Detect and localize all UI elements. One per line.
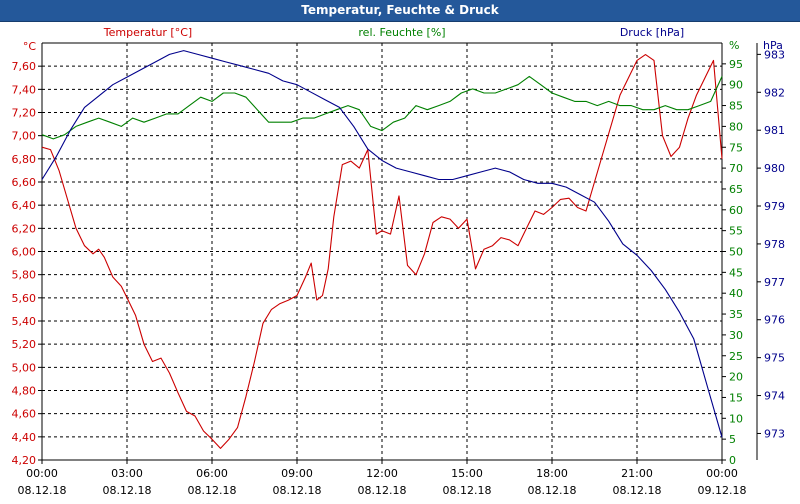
temperature-tick-label: 6,40 <box>12 199 37 212</box>
humidity-tick-label: 65 <box>729 183 743 196</box>
pressure-tick-label: 978 <box>764 238 785 251</box>
temperature-unit-label: °C <box>23 40 37 53</box>
pressure-tick-label: 975 <box>764 352 785 365</box>
humidity-tick-label: 15 <box>729 391 743 404</box>
temperature-tick-label: 5,00 <box>12 361 37 374</box>
x-tick-time-label: 12:00 <box>366 467 398 480</box>
pressure-tick-label: 980 <box>764 162 785 175</box>
humidity-unit-label: % <box>729 39 739 52</box>
axes <box>38 42 761 464</box>
humidity-tick-label: 50 <box>729 246 743 259</box>
temperature-tick-label: 4,80 <box>12 385 37 398</box>
humidity-tick-label: 85 <box>729 100 743 113</box>
x-tick-time-label: 03:00 <box>111 467 143 480</box>
x-tick-time-label: 18:00 <box>536 467 568 480</box>
temperature-series-title: Temperatur [°C] <box>103 26 192 39</box>
labels: 00:00 08.12.18 03:00 08.12.18 06:00 08.12.18 0… <box>12 26 786 497</box>
humidity-tick-label: 0 <box>729 454 736 467</box>
humidity-tick-label: 70 <box>729 162 743 175</box>
pressure-line <box>41 50 723 438</box>
humidity-series-title: rel. Feuchte [%] <box>358 26 445 39</box>
x-tick-time-label: 06:00 <box>196 467 228 480</box>
x-tick-date-label: 08.12.18 <box>358 484 407 497</box>
pressure-tick-label: 983 <box>764 48 785 61</box>
pressure-tick-label: 976 <box>764 314 785 327</box>
x-tick-date-label: 09.12.18 <box>698 484 747 497</box>
temperature-tick-label: 6,20 <box>12 222 37 235</box>
humidity-tick-label: 90 <box>729 79 743 92</box>
pressure-tick-label: 974 <box>764 390 785 403</box>
pressure-unit-label: hPa <box>763 39 783 52</box>
temperature-tick-label: 5,60 <box>12 292 37 305</box>
humidity-tick-label: 35 <box>729 308 743 321</box>
title-bar: Temperatur, Feuchte & Druck <box>0 0 800 22</box>
x-tick-time-label: 00:00 <box>706 467 738 480</box>
temperature-tick-label: 4,60 <box>12 408 37 421</box>
temperature-tick-label: 5,40 <box>12 315 37 328</box>
pressure-tick-label: 982 <box>764 86 785 99</box>
x-tick-time-label: 09:00 <box>281 467 313 480</box>
pressure-tick-label: 973 <box>764 427 785 440</box>
temperature-tick-label: 7,60 <box>12 60 37 73</box>
x-tick-date-label: 08.12.18 <box>188 484 237 497</box>
temperature-tick-label: 5,80 <box>12 269 37 282</box>
temperature-line <box>41 54 723 449</box>
humidity-tick-label: 55 <box>729 225 743 238</box>
temperature-tick-label: 7,00 <box>12 130 37 143</box>
humidity-tick-label: 10 <box>729 412 743 425</box>
x-tick-date-label: 08.12.18 <box>528 484 577 497</box>
humidity-tick-label: 60 <box>729 204 743 217</box>
temperature-tick-label: 7,40 <box>12 83 37 96</box>
temperature-tick-label: 6,60 <box>12 176 37 189</box>
x-tick-time-label: 21:00 <box>621 467 653 480</box>
x-tick-date-label: 08.12.18 <box>18 484 67 497</box>
x-tick-date-label: 08.12.18 <box>273 484 322 497</box>
pressure-tick-label: 977 <box>764 276 785 289</box>
humidity-tick-label: 80 <box>729 120 743 133</box>
humidity-tick-label: 20 <box>729 371 743 384</box>
series-group <box>41 50 723 449</box>
x-tick-date-label: 08.12.18 <box>103 484 152 497</box>
grid <box>42 43 722 461</box>
humidity-tick-label: 25 <box>729 350 743 363</box>
pressure-tick-label: 981 <box>764 124 785 137</box>
humidity-tick-label: 95 <box>729 58 743 71</box>
humidity-tick-label: 5 <box>729 433 736 446</box>
chart-svg: 00:00 08.12.18 03:00 08.12.18 06:00 08.12.18 0… <box>12 26 786 497</box>
temperature-tick-label: 4,20 <box>12 454 37 467</box>
temperature-tick-label: 6,80 <box>12 153 37 166</box>
pressure-series-title: Druck [hPa] <box>620 26 684 39</box>
x-tick-time-label: 15:00 <box>451 467 483 480</box>
chart-area: 00:00 08.12.18 03:00 08.12.18 06:00 08.12.18 0… <box>0 22 800 500</box>
x-tick-date-label: 08.12.18 <box>613 484 662 497</box>
temperature-tick-label: 6,00 <box>12 246 37 259</box>
temperature-tick-label: 5,20 <box>12 338 37 351</box>
chart-title: Temperatur, Feuchte & Druck <box>301 3 499 17</box>
humidity-tick-label: 30 <box>729 329 743 342</box>
humidity-line <box>41 75 723 140</box>
humidity-tick-label: 75 <box>729 141 743 154</box>
temperature-tick-label: 7,20 <box>12 107 37 120</box>
x-tick-time-label: 00:00 <box>26 467 58 480</box>
temperature-tick-label: 4,40 <box>12 431 37 444</box>
humidity-tick-label: 40 <box>729 287 743 300</box>
x-tick-date-label: 08.12.18 <box>443 484 492 497</box>
humidity-tick-label: 45 <box>729 266 743 279</box>
pressure-tick-label: 979 <box>764 200 785 213</box>
